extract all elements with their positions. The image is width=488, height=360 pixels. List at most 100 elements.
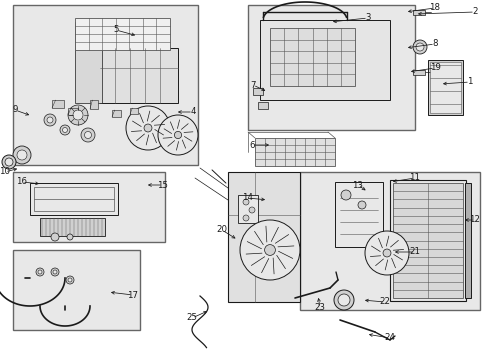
Circle shape	[60, 125, 70, 135]
FancyArrowPatch shape	[181, 124, 188, 129]
Text: 9: 9	[12, 105, 18, 114]
FancyArrowPatch shape	[265, 226, 266, 242]
Text: 13: 13	[352, 180, 363, 189]
Circle shape	[66, 276, 74, 284]
Circle shape	[337, 294, 349, 306]
Text: 5: 5	[113, 26, 119, 35]
Circle shape	[13, 146, 31, 164]
Text: 2: 2	[471, 8, 477, 17]
Circle shape	[47, 117, 53, 123]
FancyArrowPatch shape	[261, 258, 268, 273]
Circle shape	[264, 244, 275, 255]
FancyArrowPatch shape	[390, 240, 398, 247]
FancyArrowPatch shape	[251, 257, 264, 265]
Circle shape	[248, 207, 254, 213]
Circle shape	[5, 158, 13, 166]
Bar	[334, 182, 382, 247]
Bar	[254, 138, 334, 166]
FancyArrowPatch shape	[275, 234, 288, 243]
Text: 6: 6	[249, 140, 254, 149]
Bar	[389, 180, 465, 301]
Bar	[112, 110, 121, 117]
Bar	[299, 172, 479, 310]
FancyArrowPatch shape	[278, 251, 292, 258]
FancyArrowPatch shape	[164, 129, 171, 134]
Text: 25: 25	[186, 314, 197, 323]
FancyArrowPatch shape	[375, 259, 383, 266]
FancyArrowPatch shape	[154, 130, 163, 135]
FancyArrowPatch shape	[132, 121, 141, 126]
Text: 15: 15	[157, 180, 168, 189]
FancyArrowPatch shape	[271, 227, 278, 242]
FancyArrowPatch shape	[147, 111, 149, 121]
Text: 23: 23	[314, 303, 325, 312]
Text: 12: 12	[468, 216, 480, 225]
FancyArrowPatch shape	[152, 133, 156, 143]
Circle shape	[36, 268, 44, 276]
Bar	[464, 183, 470, 298]
Text: 11: 11	[408, 174, 420, 183]
Circle shape	[67, 234, 73, 240]
Bar	[34, 187, 114, 211]
Bar	[252, 88, 263, 95]
FancyArrowPatch shape	[177, 120, 179, 129]
Text: 8: 8	[431, 40, 437, 49]
Bar	[30, 183, 118, 215]
Text: 19: 19	[428, 63, 440, 72]
FancyArrowPatch shape	[385, 260, 387, 270]
Bar	[75, 48, 102, 103]
Text: 3: 3	[365, 13, 370, 22]
Circle shape	[333, 290, 353, 310]
Circle shape	[68, 278, 72, 282]
Text: 18: 18	[428, 4, 440, 13]
Text: 14: 14	[242, 194, 253, 202]
Circle shape	[243, 215, 248, 221]
FancyArrowPatch shape	[245, 253, 262, 254]
FancyArrowPatch shape	[378, 238, 382, 248]
Bar	[412, 70, 424, 75]
Circle shape	[53, 270, 57, 274]
FancyArrowPatch shape	[386, 236, 388, 246]
Circle shape	[364, 231, 408, 275]
Text: 16: 16	[17, 177, 27, 186]
Circle shape	[68, 105, 88, 125]
FancyArrowPatch shape	[176, 141, 178, 150]
Bar	[227, 172, 299, 302]
Bar	[75, 18, 170, 50]
Bar	[13, 5, 198, 165]
Bar	[429, 62, 460, 113]
FancyArrowPatch shape	[136, 134, 144, 141]
Circle shape	[38, 270, 42, 274]
Bar	[130, 108, 138, 114]
Bar	[13, 250, 140, 330]
Text: 1: 1	[467, 77, 472, 86]
FancyArrowPatch shape	[391, 258, 395, 268]
Circle shape	[412, 40, 426, 54]
Text: 10: 10	[0, 167, 10, 176]
FancyArrowPatch shape	[247, 242, 261, 249]
Bar	[40, 218, 105, 236]
Circle shape	[81, 128, 95, 142]
FancyArrowPatch shape	[151, 115, 159, 122]
Circle shape	[240, 220, 299, 280]
FancyArrowPatch shape	[146, 135, 148, 145]
Bar	[68, 108, 78, 115]
Bar	[247, 5, 414, 130]
Text: 4: 4	[190, 108, 195, 117]
Bar	[427, 60, 462, 115]
Text: 22: 22	[379, 297, 390, 306]
FancyArrowPatch shape	[369, 256, 380, 257]
FancyArrowPatch shape	[184, 136, 191, 141]
Bar	[52, 100, 64, 108]
Circle shape	[84, 131, 91, 139]
FancyArrowPatch shape	[139, 113, 143, 123]
Circle shape	[340, 190, 350, 200]
Circle shape	[144, 124, 152, 132]
Circle shape	[2, 155, 16, 169]
Bar	[260, 20, 389, 100]
Bar	[412, 10, 424, 15]
Text: 17: 17	[127, 291, 138, 300]
Circle shape	[174, 131, 181, 139]
Text: 24: 24	[384, 333, 395, 342]
Bar	[100, 48, 178, 103]
